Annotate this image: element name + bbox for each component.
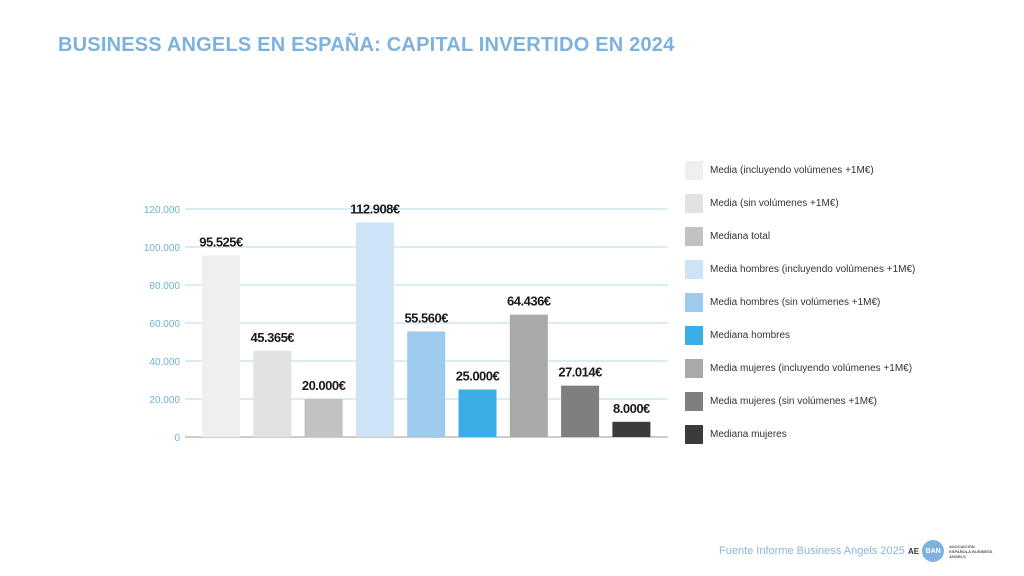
y-tick-label: 80.000 xyxy=(149,281,180,292)
legend-label: Media mujeres (incluyendo volúmenes +1M€… xyxy=(710,363,913,374)
bar xyxy=(253,350,292,437)
legend-item: Mediana hombres xyxy=(685,319,915,352)
legend-label: Media (sin volúmenes +1M€) xyxy=(710,198,839,209)
bar xyxy=(202,255,240,437)
chart-legend: Media (incluyendo volúmenes +1M€) Media (… xyxy=(685,154,915,451)
legend-label: Media mujeres (sin volúmenes +1M€) xyxy=(710,396,878,407)
legend-label: Media hombres (sin volúmenes +1M€) xyxy=(710,297,881,308)
bar xyxy=(458,389,497,437)
legend-swatch xyxy=(685,161,703,180)
data-label: 45.365€ xyxy=(251,330,295,345)
bar-chart: 0 20.000 40.000 60.000 80.000 100.000 120.000 9… xyxy=(144,201,668,444)
logo-subtitle: ASOCIACIÓN ESPAÑOLA BUSINESS ANGELS xyxy=(949,543,993,559)
bar xyxy=(407,331,446,437)
legend-swatch xyxy=(685,194,703,213)
legend-swatch xyxy=(685,260,703,279)
legend-item: Mediana mujeres xyxy=(685,418,915,451)
aeban-logo: AE BAN ASOCIACIÓN ESPAÑOLA BUSINESS ANGE… xyxy=(908,540,995,562)
legend-swatch xyxy=(685,326,703,345)
legend-item: Media (incluyendo volúmenes +1M€) xyxy=(685,154,915,187)
bar xyxy=(355,222,394,437)
bar xyxy=(612,421,651,437)
legend-item: Media (sin volúmenes +1M€) xyxy=(685,187,915,220)
page-title: BUSINESS ANGELS EN ESPAÑA: CAPITAL INVER… xyxy=(58,34,675,56)
legend-label: Mediana mujeres xyxy=(710,429,787,440)
logo-letters: AE xyxy=(908,546,920,556)
source-note: Fuente Informe Business Angels 2025 xyxy=(719,545,905,557)
legend-label: Media (incluyendo volúmenes +1M€) xyxy=(710,165,874,176)
y-tick-label: 0 xyxy=(174,433,180,444)
legend-label: Media hombres (incluyendo volúmenes +1M€… xyxy=(710,264,916,275)
bar xyxy=(509,314,548,437)
legend-swatch xyxy=(685,425,703,444)
data-label: 25.000€ xyxy=(456,369,500,384)
legend-swatch xyxy=(685,359,703,378)
legend-label: Mediana hombres xyxy=(710,330,791,341)
legend-item: Mediana total xyxy=(685,220,915,253)
y-tick-label: 60.000 xyxy=(149,319,180,330)
logo-circle: BAN xyxy=(922,540,945,562)
data-label: 55.560€ xyxy=(404,310,448,325)
legend-swatch xyxy=(685,392,703,411)
legend-item: Media hombres (sin volúmenes +1M€) xyxy=(685,286,915,319)
y-tick-label: 120.000 xyxy=(144,205,181,216)
legend-item: Media mujeres (incluyendo volúmenes +1M€… xyxy=(685,352,915,385)
data-label: 112.908€ xyxy=(350,201,400,216)
legend-swatch xyxy=(685,293,703,312)
data-label: 20.000€ xyxy=(302,378,346,393)
data-label: 27.014€ xyxy=(558,365,602,380)
legend-swatch xyxy=(685,227,703,246)
data-label: 64.436€ xyxy=(507,294,551,309)
bar xyxy=(561,385,600,437)
data-label: 8.000€ xyxy=(613,401,650,416)
y-tick-label: 100.000 xyxy=(144,243,181,254)
data-label: 95.525€ xyxy=(199,235,243,250)
legend-item: Media mujeres (sin volúmenes +1M€) xyxy=(685,385,915,418)
legend-label: Mediana total xyxy=(710,231,771,242)
y-tick-label: 20.000 xyxy=(149,395,180,406)
y-tick-label: 40.000 xyxy=(149,357,180,368)
bar xyxy=(304,399,343,437)
legend-item: Media hombres (incluyendo volúmenes +1M€… xyxy=(685,253,915,286)
